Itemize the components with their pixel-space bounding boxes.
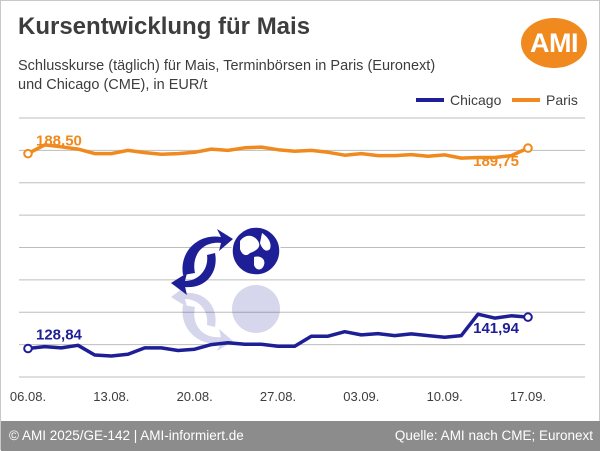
series-lines xyxy=(23,143,533,358)
x-tick-label: 17.09. xyxy=(510,389,546,404)
first-value-label: 188,50 xyxy=(36,133,82,150)
x-tick-label: 13.08. xyxy=(93,389,129,404)
last-point-marker xyxy=(523,312,533,322)
series-line-paris xyxy=(26,143,530,160)
ami-logo: AMI xyxy=(521,18,587,68)
arrows-icon xyxy=(171,229,233,351)
x-tick-label: 20.08. xyxy=(177,389,213,404)
legend-swatch-paris xyxy=(512,98,540,102)
footer-copyright: © AMI 2025/GE-142 | AMI-informiert.de xyxy=(9,428,244,443)
last-value-label: 189,75 xyxy=(473,153,519,170)
last-point-marker xyxy=(523,143,533,153)
decoration-icons xyxy=(171,226,281,351)
x-tick-label: 10.09. xyxy=(427,389,463,404)
legend-label-chicago: Chicago xyxy=(450,92,502,108)
x-axis-ticks: 06.08. 13.08. 20.08. 27.08. 03.09. 10.09. 17.0… xyxy=(10,389,546,404)
x-tick-label: 03.09. xyxy=(343,389,379,404)
line-chart: 06.08. 13.08. 20.08. 27.08. 03.09. 10.09. 17.0… xyxy=(10,117,585,404)
series-line-chicago xyxy=(26,312,530,358)
legend-label-paris: Paris xyxy=(546,92,578,108)
data-labels: 128,84 141,94 188,50 189,75 xyxy=(36,133,520,344)
first-point-marker xyxy=(23,343,33,354)
x-tick-label: 27.08. xyxy=(260,389,296,404)
first-point-marker xyxy=(23,148,33,159)
legend-item-paris: Paris xyxy=(512,91,578,109)
last-value-label: 141,94 xyxy=(473,320,520,337)
footer-bar: © AMI 2025/GE-142 | AMI-informiert.de Qu… xyxy=(1,421,600,451)
chart-title: Kursentwicklung für Mais xyxy=(18,13,311,40)
legend-item-chicago: Chicago xyxy=(416,91,501,109)
footer-source: Quelle: AMI nach CME; Euronext xyxy=(394,428,593,443)
chart-subtitle: Schlusskurse (täglich) für Mais, Terminb… xyxy=(18,58,436,93)
x-tick-label: 06.08. xyxy=(10,389,46,404)
grid-lines xyxy=(19,117,585,378)
first-value-label: 128,84 xyxy=(36,327,83,344)
legend-swatch-chicago xyxy=(416,98,444,102)
globe-icon xyxy=(231,226,281,333)
